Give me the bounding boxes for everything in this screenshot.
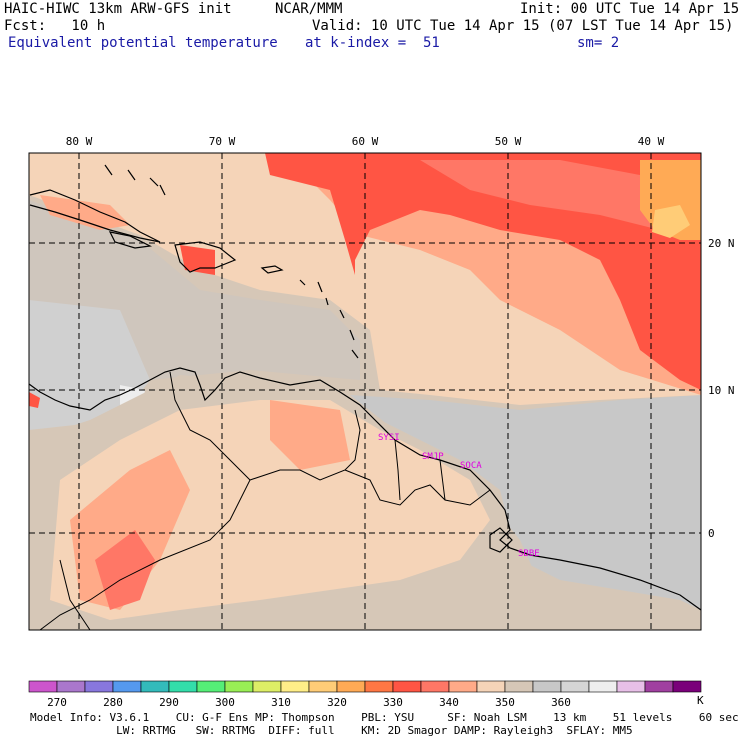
- country-borders: [39, 371, 491, 630]
- colorbar-swatch: [364, 680, 394, 693]
- init-time: Init: 00 UTC Tue 14 Apr 15: [520, 1, 740, 17]
- colorbar-unit: K: [697, 694, 704, 707]
- colorbar-tick-label: 320: [327, 696, 347, 709]
- model-info-line2: LW: RRTMG SW: RRTMG DIFF: full KM: 2D Sm…: [30, 724, 633, 737]
- colorbar-swatch: [644, 680, 674, 693]
- model-title: HAIC-HIWC 13km ARW-GFS init: [4, 1, 232, 17]
- colorbar-swatch: [112, 680, 142, 693]
- colorbar-tick-label: 270: [47, 696, 67, 709]
- lon-label-40w: 40 W: [638, 135, 665, 148]
- colorbar-swatch: [560, 680, 590, 693]
- colorbar-labels: 270 280 290 300 310 320 330 340 350 360: [47, 696, 571, 709]
- level-info: at k-index = 51: [305, 35, 440, 51]
- smoothing-info: sm= 2: [577, 35, 620, 51]
- colorbar-swatch: [168, 680, 198, 693]
- map-frame: [28, 152, 702, 631]
- field-yellow: [652, 205, 690, 238]
- model-info-line1: Model Info: V3.6.1 CU: G-F Ens MP: Thomp…: [30, 711, 739, 724]
- colorbar-swatch: [252, 680, 282, 693]
- colorbar-swatch: [532, 680, 562, 693]
- field-land-peach2: [270, 400, 350, 470]
- colorbar-swatch: [56, 680, 86, 693]
- colorbar-swatch: [588, 680, 618, 693]
- colorbar-swatch: [84, 680, 114, 693]
- colorbar-swatch: [28, 680, 58, 693]
- colorbar-swatch: [476, 680, 506, 693]
- colorbar-tick-label: 360: [551, 696, 571, 709]
- colorbar-swatch: [224, 680, 254, 693]
- colorbar-tick-label: 350: [495, 696, 515, 709]
- colorbar-swatch: [336, 680, 366, 693]
- valid-time: Valid: 10 UTC Tue 14 Apr 15 (07 LST Tue …: [312, 18, 734, 34]
- lon-label-60w: 60 W: [352, 135, 379, 148]
- colorbar-tick-label: 340: [439, 696, 459, 709]
- map-panel: [29, 153, 701, 630]
- field-red-light: [420, 160, 701, 240]
- colorbar-swatch: [280, 680, 310, 693]
- forecast-hour: Fcst: 10 h: [4, 18, 106, 34]
- lon-label-50w: 50 W: [495, 135, 522, 148]
- colorbar-swatch: [140, 680, 170, 693]
- graticule: [29, 153, 701, 630]
- colorbar-swatch: [392, 680, 422, 693]
- colorbar-swatch: [308, 680, 338, 693]
- colorbar-tick-label: 310: [271, 696, 291, 709]
- station-soca: SOCA: [460, 461, 482, 471]
- colorbar-swatch: [196, 680, 226, 693]
- colorbar-swatch: [616, 680, 646, 693]
- colorbar-swatch: [420, 680, 450, 693]
- field-land-red: [95, 530, 155, 610]
- colorbar-swatch: [672, 680, 702, 693]
- lat-label-10n: 10 N: [708, 384, 735, 397]
- station-sbbe: SBBE: [518, 549, 540, 559]
- station-sysi: SYSI: [378, 433, 400, 443]
- colorbar-swatch: [448, 680, 478, 693]
- colorbar-tick-label: 300: [215, 696, 235, 709]
- lat-label-0: 0: [708, 527, 715, 540]
- field-panama-red: [29, 392, 40, 408]
- lon-label-70w: 70 W: [209, 135, 236, 148]
- colorbar-swatch: [504, 680, 534, 693]
- colorbar-tick-label: 330: [383, 696, 403, 709]
- lon-label-80w: 80 W: [66, 135, 93, 148]
- field-cuba-peach: [40, 195, 130, 230]
- colorbar: [28, 680, 702, 693]
- lat-label-20n: 20 N: [708, 237, 735, 250]
- station-smjp: SMJP: [422, 452, 444, 462]
- organization: NCAR/MMM: [275, 1, 343, 17]
- field-name: Equivalent potential temperature: [8, 35, 278, 51]
- colorbar-tick-label: 280: [103, 696, 123, 709]
- field-grey-west: [29, 300, 150, 430]
- colorbar-tick-label: 290: [159, 696, 179, 709]
